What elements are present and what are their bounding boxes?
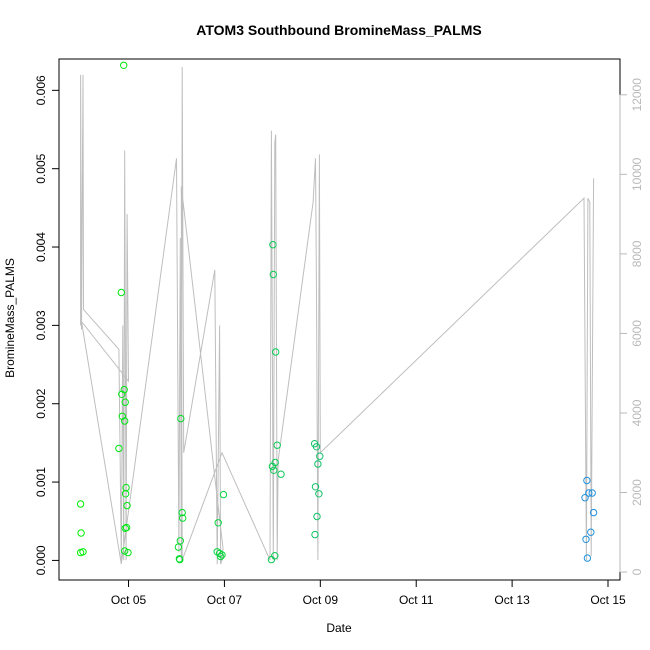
data-point	[314, 460, 322, 468]
y-axis-right: 0 2000 4000 6000 8000 10000 12000	[619, 78, 644, 575]
x-axis: Oct 05 Oct 07 Oct 09 Oct 11 Oct 13 Oct 15	[111, 579, 626, 607]
data-point	[214, 519, 222, 527]
x-tick-label: Oct 05	[111, 593, 147, 607]
y-axis-left: 0.000 0.001 0.002 0.003 0.004 0.005 0.006	[34, 75, 60, 575]
data-point	[272, 348, 280, 356]
y2-tick-label: 10000	[630, 157, 644, 191]
y2-tick-label: 8000	[630, 240, 644, 267]
y2-tick-label: 4000	[630, 399, 644, 426]
data-point	[122, 523, 131, 532]
data-point	[115, 444, 123, 453]
series-line	[80, 66, 595, 565]
y-tick-label: 0.006	[34, 75, 48, 105]
data-point	[177, 414, 185, 423]
y-tick-label: 0.001	[34, 467, 48, 497]
y-tick-label: 0.002	[34, 388, 48, 418]
data-point	[311, 483, 320, 491]
data-point	[123, 501, 131, 510]
x-tick-label: Oct 09	[303, 593, 339, 607]
y2-tick-label: 6000	[630, 320, 644, 347]
data-point	[120, 385, 128, 394]
data-point	[277, 470, 285, 478]
data-point	[76, 500, 85, 508]
data-point	[588, 489, 596, 497]
data-point	[271, 458, 279, 467]
data-point	[311, 530, 319, 539]
line-series	[80, 66, 595, 565]
data-point	[271, 552, 279, 560]
y-tick-label: 0.003	[34, 310, 48, 340]
data-point	[219, 490, 228, 499]
data-point	[583, 476, 591, 485]
y-tick-label: 0.004	[34, 232, 48, 262]
data-point	[316, 452, 324, 460]
data-point	[121, 398, 129, 406]
data-point	[121, 417, 129, 425]
data-point	[269, 241, 277, 249]
data-point	[124, 548, 132, 557]
data-point	[313, 512, 321, 521]
y2-tick-label: 12000	[630, 78, 644, 112]
point-series	[76, 61, 598, 564]
data-point	[216, 552, 225, 561]
data-point	[312, 443, 321, 451]
data-point	[218, 551, 226, 559]
data-point	[582, 535, 590, 543]
data-point	[178, 508, 186, 517]
y-tick-label: 0.005	[34, 153, 48, 183]
x-tick-label: Oct 15	[590, 593, 626, 607]
data-point	[176, 537, 185, 545]
data-point	[270, 466, 278, 474]
plot-frame	[58, 58, 621, 581]
x-tick-label: Oct 07	[207, 593, 243, 607]
data-point	[179, 514, 187, 522]
y2-tick-label: 2000	[630, 479, 644, 506]
data-point	[587, 528, 595, 536]
data-point	[79, 548, 87, 556]
y-axis-label: BromineMass_PALMS	[3, 258, 17, 378]
data-point	[77, 529, 85, 537]
data-point	[120, 61, 128, 70]
data-point	[117, 288, 126, 297]
data-point	[176, 555, 184, 564]
y2-tick-label: 0	[630, 568, 644, 575]
chart-title: ATOM3 Southbound BromineMass_PALMS	[196, 22, 481, 38]
data-point	[122, 483, 130, 492]
x-tick-label: Oct 13	[494, 593, 530, 607]
data-point	[269, 270, 277, 279]
y-tick-label: 0.000	[34, 545, 48, 575]
data-point	[583, 554, 592, 562]
data-point	[589, 508, 598, 517]
data-point	[273, 441, 281, 449]
x-tick-label: Oct 11	[399, 593, 434, 607]
data-point	[585, 489, 593, 497]
data-point	[315, 490, 323, 498]
data-point	[581, 494, 589, 502]
data-point	[121, 524, 129, 532]
x-axis-label: Date	[326, 621, 352, 635]
